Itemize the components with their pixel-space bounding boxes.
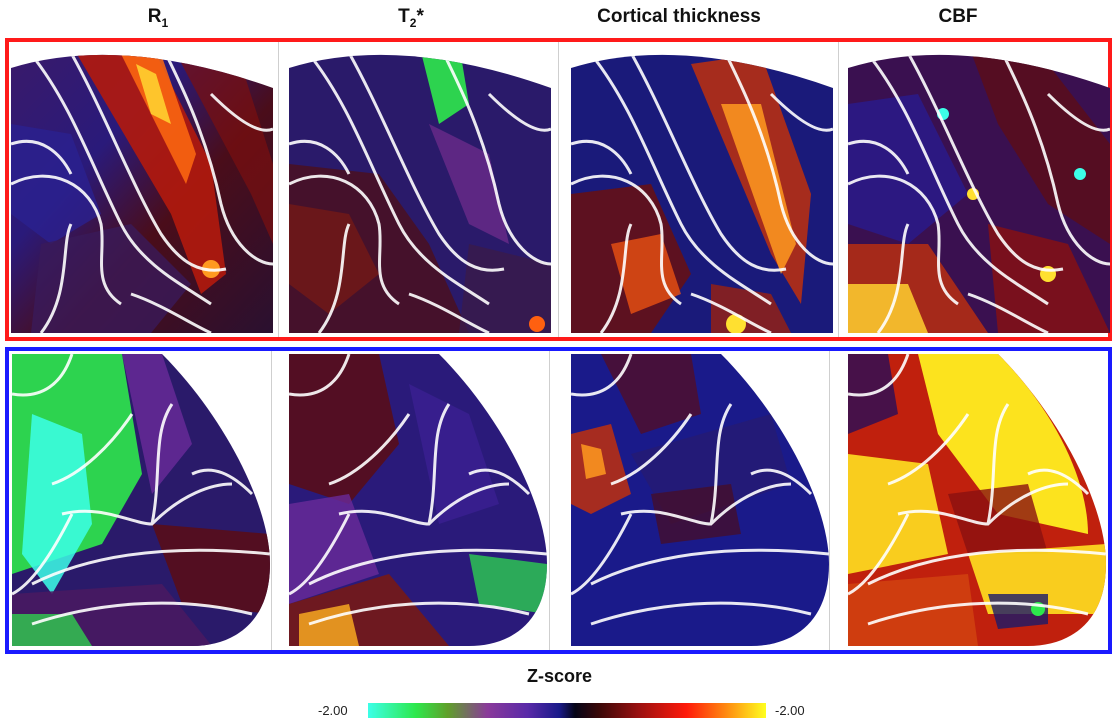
- brain-map-top-cortical-thickness: [571, 54, 833, 333]
- column-title-t2star-sup: *: [416, 6, 424, 27]
- column-title-cbf-main: CBF: [938, 6, 978, 27]
- column-title-t2star-main: T: [398, 6, 410, 27]
- column-title-cbf: CBF: [823, 6, 1093, 28]
- column-title-t2star: T2*: [276, 6, 546, 30]
- colorbar-min-label: -2.00: [318, 703, 348, 718]
- column-title-cortical-thickness-main: Cortical thickness: [597, 6, 761, 27]
- column-title-t2star-sub: 2: [409, 15, 417, 30]
- brain-map-top-cbf: [848, 54, 1110, 333]
- legend-title: Z-score: [526, 666, 593, 686]
- column-separator: [838, 42, 839, 337]
- bottom-row-frame: [5, 347, 1112, 654]
- colorbar-max-label: -2.00: [775, 703, 805, 718]
- column-title-r1-main: R: [147, 6, 162, 27]
- column-separator: [558, 42, 559, 337]
- brain-map-top-r1: [11, 54, 273, 333]
- top-row-frame: [5, 38, 1112, 341]
- column-separator: [829, 351, 830, 650]
- brain-map-bottom-r1: [12, 354, 270, 646]
- brain-map-bottom-t2star: [289, 354, 547, 646]
- column-separator: [549, 351, 550, 650]
- column-title-r1: R1: [23, 6, 293, 30]
- brain-map-top-t2star: [289, 54, 551, 333]
- column-separator: [271, 351, 272, 650]
- brain-map-bottom-cbf: [848, 354, 1106, 646]
- colorbar: [368, 703, 766, 718]
- brain-map-bottom-cortical-thickness: [571, 354, 829, 646]
- column-title-cortical-thickness: Cortical thickness: [544, 6, 814, 28]
- column-title-r1-sub: 1: [161, 15, 169, 30]
- column-separator: [278, 42, 279, 337]
